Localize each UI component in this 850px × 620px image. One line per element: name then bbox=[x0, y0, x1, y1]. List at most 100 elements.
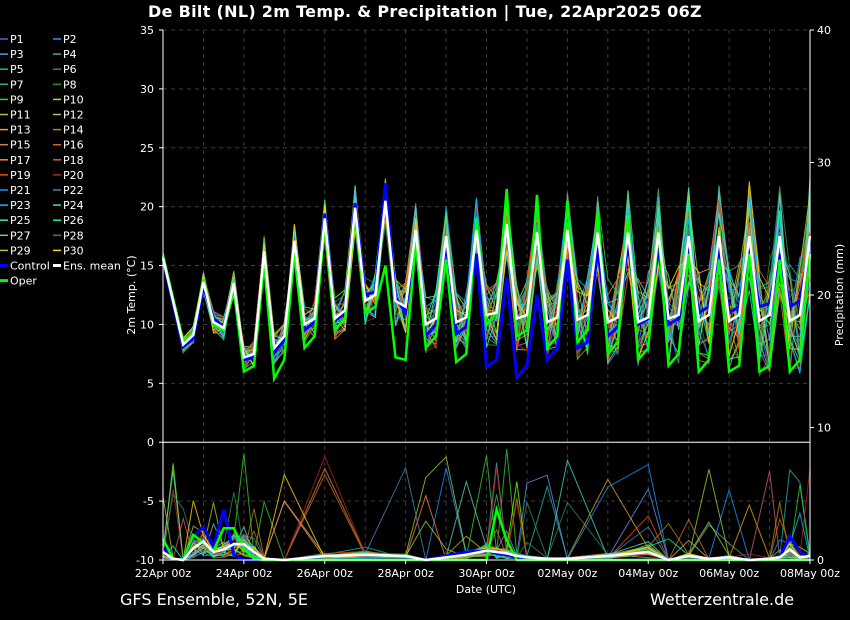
legend-item-p29: P29 bbox=[0, 244, 31, 257]
temp-line-p4 bbox=[162, 189, 811, 366]
precip-line-p21 bbox=[162, 463, 811, 561]
precip-line-p9 bbox=[162, 448, 811, 561]
temp-line-p30 bbox=[162, 181, 811, 368]
y-tick-label: -5 bbox=[143, 495, 154, 508]
axes-layer: -10 -5 0 5 10 15 20 25 30 35 0 10 20 30 40 22Apr 00z 24A… bbox=[135, 24, 840, 580]
legend-item-p17: P17 bbox=[0, 154, 31, 167]
legend-item-p12: P12 bbox=[53, 109, 84, 122]
legend-item-p11: P11 bbox=[0, 109, 31, 122]
precip-line-control bbox=[161, 509, 811, 562]
legend-layer: P1 P2 P3 P4 P5 P6 P7 P8 P9 P10 P11 P12 P13 P14 P15 P16 P… bbox=[0, 33, 121, 288]
precip-line-p18 bbox=[162, 471, 811, 561]
legend-label: P19 bbox=[10, 169, 31, 182]
temp-line-p9 bbox=[162, 183, 811, 364]
precip-line-p6 bbox=[162, 492, 811, 561]
legend-item-p24: P24 bbox=[53, 199, 84, 212]
legend-item-p28: P28 bbox=[53, 229, 84, 242]
temp-line-p7 bbox=[162, 186, 811, 363]
precip-line-oper bbox=[161, 504, 810, 562]
legend-item-p16: P16 bbox=[53, 139, 84, 152]
y-tick-label: 10 bbox=[140, 318, 154, 331]
legend-label: P22 bbox=[63, 184, 84, 197]
legend-item-p7: P7 bbox=[0, 78, 24, 91]
precip-line-p25 bbox=[162, 538, 811, 561]
precip-line-p3 bbox=[162, 474, 811, 561]
series-layer bbox=[161, 182, 812, 562]
y2-tick-label: 40 bbox=[817, 24, 831, 37]
legend-item-p22: P22 bbox=[53, 184, 84, 197]
legend-label: P6 bbox=[63, 63, 77, 76]
legend-item-control: Control bbox=[0, 260, 50, 273]
x-tick-label: 06May 00z bbox=[699, 567, 759, 580]
legend-item-p23: P23 bbox=[0, 199, 31, 212]
temp-line-p3 bbox=[162, 184, 811, 367]
legend-item-ens-mean: Ens. mean bbox=[53, 260, 121, 273]
precip-line-p13 bbox=[162, 478, 811, 561]
temp-line-p14 bbox=[162, 188, 811, 375]
legend-item-p6: P6 bbox=[53, 63, 77, 76]
y2-tick-label: 30 bbox=[817, 157, 831, 170]
legend-label: P3 bbox=[10, 48, 24, 61]
legend-item-p14: P14 bbox=[53, 124, 84, 137]
precip-line-p26 bbox=[162, 535, 811, 561]
temp-line-p8 bbox=[162, 179, 811, 367]
precip-line-p14 bbox=[162, 498, 811, 561]
x-tick-label: 26Apr 00z bbox=[297, 567, 354, 580]
y2-axis-label: Precipitation (mm) bbox=[833, 244, 846, 346]
legend-label: P8 bbox=[63, 78, 77, 91]
y-tick-label: 30 bbox=[140, 83, 154, 96]
legend-item-p20: P20 bbox=[53, 169, 84, 182]
precip-line-p23 bbox=[162, 511, 811, 561]
legend-label: P17 bbox=[10, 154, 31, 167]
temp-line-p17 bbox=[162, 182, 811, 360]
legend-item-p4: P4 bbox=[53, 48, 77, 61]
legend-label: P14 bbox=[63, 124, 84, 137]
precip-line-p19 bbox=[162, 515, 811, 561]
temp-line-p15 bbox=[162, 187, 811, 364]
legend-label: P13 bbox=[10, 124, 31, 137]
legend-item-p5: P5 bbox=[0, 63, 24, 76]
legend-label: P24 bbox=[63, 199, 84, 212]
legend-label: P20 bbox=[63, 169, 84, 182]
temp-line-p12 bbox=[162, 196, 811, 358]
legend-item-p25: P25 bbox=[0, 214, 31, 227]
ensemble-members-layer bbox=[162, 176, 811, 562]
x-tick-label: 30Apr 00z bbox=[458, 567, 515, 580]
temp-line-p6 bbox=[162, 185, 811, 378]
legend-label: P15 bbox=[10, 139, 31, 152]
x-tick-label: 28Apr 00z bbox=[377, 567, 434, 580]
legend-label: P18 bbox=[63, 154, 84, 167]
grid-layer bbox=[162, 29, 811, 561]
temp-line-p16 bbox=[162, 186, 811, 374]
y-axis-label: 2m Temp. (°C) bbox=[125, 255, 138, 334]
y-tick-label: 0 bbox=[147, 436, 154, 449]
legend-label: P9 bbox=[10, 93, 24, 106]
temp-line-p22 bbox=[162, 185, 811, 366]
precip-line-p2 bbox=[162, 467, 811, 561]
temp-line-p13 bbox=[162, 188, 811, 372]
precip-line-p16 bbox=[162, 473, 811, 561]
legend-label: P27 bbox=[10, 229, 31, 242]
precip-line-p28 bbox=[162, 493, 811, 561]
legend-label: P25 bbox=[10, 214, 31, 227]
legend-label: P21 bbox=[10, 184, 31, 197]
legend-item-p9: P9 bbox=[0, 93, 24, 106]
precip-line-p24 bbox=[162, 458, 811, 561]
legend-label: P5 bbox=[10, 63, 24, 76]
legend-label: P7 bbox=[10, 78, 24, 91]
legend-item-p19: P19 bbox=[0, 169, 31, 182]
precip-line-p1 bbox=[162, 535, 811, 561]
legend-item-oper: Oper bbox=[0, 275, 37, 288]
legend-item-p2: P2 bbox=[53, 33, 77, 46]
site-label: Wetterzentrale.de bbox=[650, 590, 795, 609]
y2-tick-label: 0 bbox=[817, 554, 824, 567]
temp-line-p11 bbox=[162, 188, 811, 371]
y-tick-label: 25 bbox=[140, 142, 154, 155]
x-tick-label: 24Apr 00z bbox=[216, 567, 273, 580]
temp-line-p25 bbox=[162, 176, 811, 366]
temp-line-p21 bbox=[162, 182, 811, 361]
legend-label: P11 bbox=[10, 109, 31, 122]
legend-item-p10: P10 bbox=[53, 93, 84, 106]
y-tick-label: 15 bbox=[140, 260, 154, 273]
